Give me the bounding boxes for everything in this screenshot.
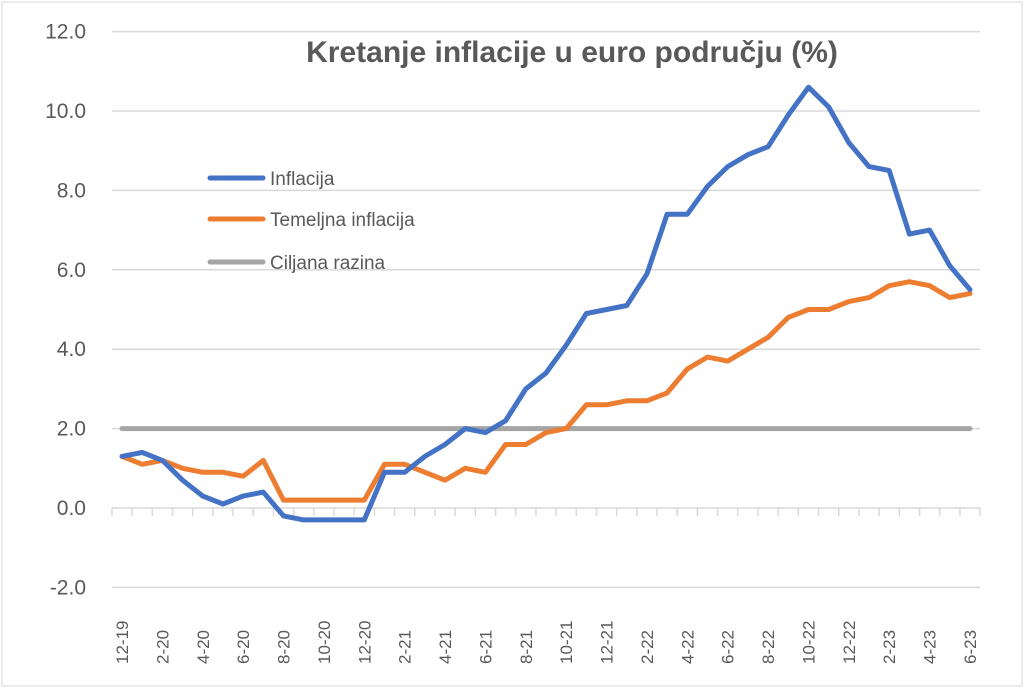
x-tick-label: 4-22	[678, 630, 697, 664]
legend-label: Temeljna inflacija	[270, 210, 415, 231]
x-tick-label: 12-21	[598, 621, 617, 664]
legend-label: Ciljana razina	[270, 253, 386, 274]
x-tick-label: 2-23	[880, 630, 899, 664]
x-tick-label: 10-20	[315, 621, 334, 664]
y-tick-label: 2.0	[57, 418, 86, 441]
y-tick-label: -2.0	[50, 576, 86, 599]
x-tick-label: 12-19	[113, 621, 132, 664]
y-tick-label: 10.0	[45, 100, 86, 123]
x-tick-label: 4-23	[921, 630, 940, 664]
x-tick-label: 10-22	[799, 621, 818, 664]
x-tick-label: 2-22	[638, 630, 657, 664]
series-line-0	[119, 84, 973, 523]
y-tick-label: 12.0	[45, 21, 86, 44]
legend: Inflacija Temeljna inflacija Ciljana razin…	[207, 169, 415, 274]
x-tick-label: 6-22	[719, 630, 738, 664]
y-tick-label: 0.0	[57, 497, 86, 520]
x-tick-label: 8-22	[759, 630, 778, 664]
x-tick-label: 6-20	[234, 630, 253, 664]
y-tick-label: 8.0	[57, 179, 86, 202]
x-tick-label: 12-22	[840, 621, 859, 664]
x-tick-label: 12-20	[355, 621, 374, 664]
x-tick-label: 4-21	[436, 630, 455, 664]
y-tick-label: 4.0	[57, 338, 86, 361]
x-tick-label: 2-21	[396, 630, 415, 664]
x-tick-label: 8-20	[275, 630, 294, 664]
y-tick-label: 6.0	[57, 259, 86, 282]
legend-label: Inflacija	[270, 169, 335, 190]
x-tick-label: 4-20	[194, 630, 213, 664]
x-tick-label: 6-21	[476, 630, 495, 664]
series-line-1	[119, 279, 973, 503]
chart-title: Kretanje inflacije u euro području (%)	[306, 36, 838, 69]
x-tick-label: 2-20	[153, 630, 172, 664]
x-tick-label: 8-21	[517, 630, 536, 664]
x-tick-label: 10-21	[557, 621, 576, 664]
x-tick-label: 6-23	[961, 630, 980, 664]
